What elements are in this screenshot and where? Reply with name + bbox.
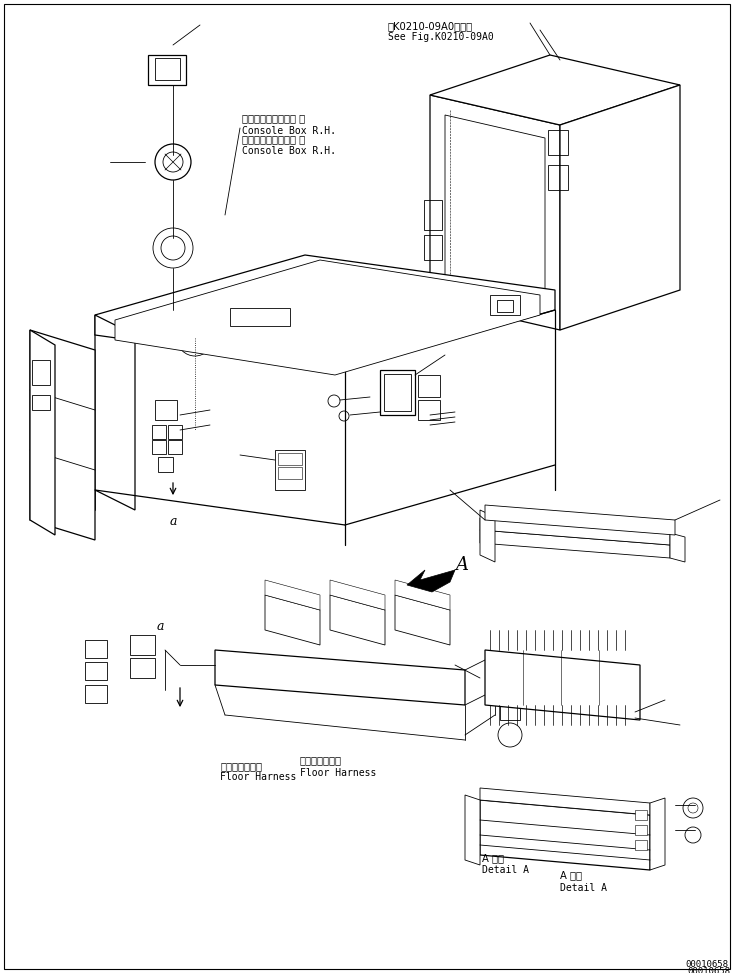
Polygon shape xyxy=(465,795,480,865)
Polygon shape xyxy=(395,595,450,645)
Bar xyxy=(635,825,647,835)
Text: See Fig.K0210-09A0: See Fig.K0210-09A0 xyxy=(388,32,493,42)
Bar xyxy=(500,685,520,720)
Text: Floor Harness: Floor Harness xyxy=(220,772,297,781)
Bar xyxy=(168,425,182,439)
Text: Console Box R.H.: Console Box R.H. xyxy=(242,126,336,136)
Bar xyxy=(497,300,513,312)
Circle shape xyxy=(620,170,630,180)
Bar xyxy=(85,662,107,680)
Polygon shape xyxy=(265,595,320,645)
Bar xyxy=(380,370,415,415)
Bar xyxy=(418,400,440,420)
Polygon shape xyxy=(480,530,670,558)
Polygon shape xyxy=(480,800,650,870)
Text: a: a xyxy=(156,620,164,633)
Text: Floor Harness: Floor Harness xyxy=(300,768,377,778)
Polygon shape xyxy=(650,798,665,870)
Text: A 詳細: A 詳細 xyxy=(560,870,582,880)
Circle shape xyxy=(155,144,191,180)
Circle shape xyxy=(153,228,193,268)
Bar xyxy=(424,235,442,260)
Bar xyxy=(278,453,302,465)
Bar xyxy=(424,200,442,230)
Polygon shape xyxy=(330,595,385,645)
Polygon shape xyxy=(330,580,385,610)
Polygon shape xyxy=(430,95,560,330)
Polygon shape xyxy=(430,55,680,125)
Bar xyxy=(32,360,50,385)
Text: 00010658: 00010658 xyxy=(687,967,730,973)
Text: 00010658: 00010658 xyxy=(686,960,729,969)
Bar xyxy=(635,840,647,850)
Text: Detail A: Detail A xyxy=(482,865,528,875)
Polygon shape xyxy=(95,255,555,370)
Bar xyxy=(548,130,568,155)
Bar xyxy=(490,295,520,315)
Bar xyxy=(152,425,166,439)
Text: コンソールボックス 右: コンソールボックス 右 xyxy=(242,134,305,144)
Circle shape xyxy=(620,205,630,215)
Polygon shape xyxy=(445,115,545,312)
Bar xyxy=(548,165,568,190)
Bar xyxy=(32,395,50,410)
Bar xyxy=(130,635,155,655)
Bar xyxy=(155,400,177,420)
Polygon shape xyxy=(265,580,320,610)
Text: A 詳細: A 詳細 xyxy=(482,853,504,863)
Text: Console Box R.H.: Console Box R.H. xyxy=(242,146,336,156)
Polygon shape xyxy=(30,330,95,540)
Circle shape xyxy=(161,236,185,260)
Bar xyxy=(155,58,180,80)
Polygon shape xyxy=(115,260,540,375)
Polygon shape xyxy=(407,570,455,592)
Bar xyxy=(130,658,155,678)
Circle shape xyxy=(163,152,183,172)
Bar xyxy=(148,55,186,85)
Bar xyxy=(85,640,107,658)
Bar xyxy=(275,450,305,490)
Bar xyxy=(384,374,411,411)
Polygon shape xyxy=(480,518,670,545)
Text: Detail A: Detail A xyxy=(560,883,607,893)
Text: 第K0210-09A0図参照: 第K0210-09A0図参照 xyxy=(388,21,473,31)
Bar xyxy=(230,308,290,326)
Polygon shape xyxy=(395,580,450,610)
Bar xyxy=(168,440,182,454)
Polygon shape xyxy=(485,505,675,535)
Bar xyxy=(278,467,302,479)
Polygon shape xyxy=(30,330,55,535)
Bar xyxy=(85,685,107,703)
Text: フロアハーネス: フロアハーネス xyxy=(220,761,262,771)
Text: a: a xyxy=(170,515,177,528)
Bar xyxy=(158,457,173,472)
Text: フロアハーネス: フロアハーネス xyxy=(300,755,342,765)
Text: コンソールボックス 右: コンソールボックス 右 xyxy=(242,113,305,123)
Bar xyxy=(418,375,440,397)
Polygon shape xyxy=(485,650,640,720)
Polygon shape xyxy=(560,85,680,330)
Polygon shape xyxy=(95,315,135,510)
Polygon shape xyxy=(215,650,465,705)
Polygon shape xyxy=(480,510,495,562)
Polygon shape xyxy=(670,533,685,562)
Polygon shape xyxy=(480,788,650,815)
Bar xyxy=(152,440,166,454)
Bar xyxy=(635,810,647,820)
Text: A: A xyxy=(456,556,468,574)
